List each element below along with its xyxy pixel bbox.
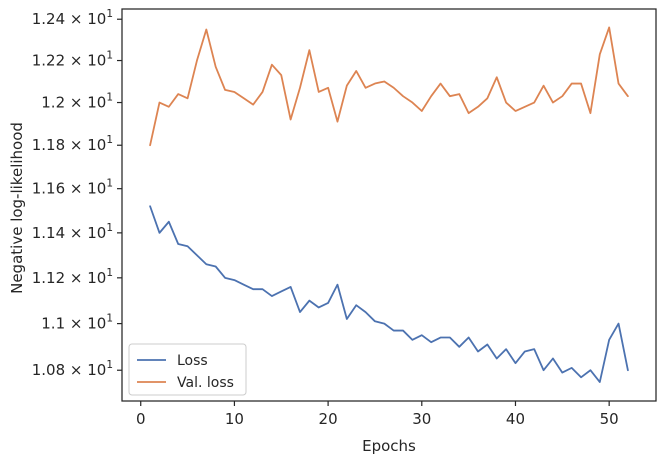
legend: Loss Val. loss — [128, 343, 247, 396]
x-tick-label: 40 — [506, 410, 525, 428]
series-line-val-loss — [149, 26, 629, 147]
legend-label-val-loss: Val. loss — [177, 375, 234, 391]
y-tick-label: 1.24 × 101 — [32, 8, 113, 28]
x-tick-label: 0 — [136, 410, 146, 428]
y-tick-label: 1.2 × 101 — [41, 92, 113, 112]
y-tick-label: 1.1 × 101 — [41, 313, 113, 333]
x-ticks: 0 10 20 30 40 50 — [136, 401, 619, 428]
plot-lines — [149, 26, 629, 383]
y-tick-label: 1.16 × 101 — [32, 178, 113, 198]
y-tick-label: 1.18 × 101 — [32, 134, 113, 154]
y-tick-label: 1.22 × 101 — [32, 50, 113, 70]
y-ticks: 1.08 × 101 1.1 × 101 1.12 × 101 1.14 × 101 1… — [32, 8, 122, 379]
y-tick-label: 1.08 × 101 — [32, 359, 113, 379]
y-axis-label: Negative log-likelihood — [8, 122, 26, 294]
x-tick-label: 20 — [319, 410, 338, 428]
x-axis-label: Epochs — [362, 437, 416, 455]
plot-frame — [121, 8, 657, 402]
x-tick-label: 10 — [225, 410, 244, 428]
legend-label-loss: Loss — [177, 353, 208, 369]
series-line-loss — [149, 205, 629, 383]
x-tick-label: 30 — [412, 410, 431, 428]
y-tick-label: 1.12 × 101 — [32, 267, 113, 287]
y-tick-label: 1.14 × 101 — [32, 222, 113, 242]
x-tick-label: 50 — [600, 410, 619, 428]
